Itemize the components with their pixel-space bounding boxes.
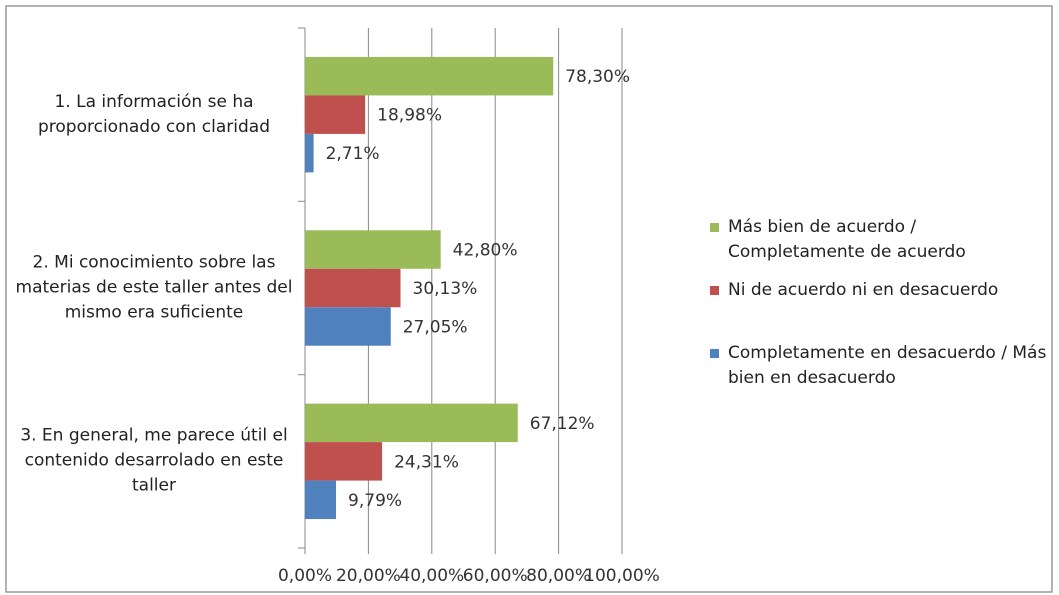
legend-swatch xyxy=(710,286,719,295)
bar xyxy=(305,133,314,173)
frame xyxy=(5,5,1053,593)
value-label: 2,71% xyxy=(326,144,380,164)
category-label: 1. La información se ha proporcionado co… xyxy=(38,91,270,137)
value-label: 67,12% xyxy=(530,414,595,434)
value-label: 30,13% xyxy=(413,279,478,299)
x-tick-label: 80,00% xyxy=(526,566,591,586)
x-tick-label: 100,00% xyxy=(584,566,660,586)
bar xyxy=(305,56,554,96)
bar xyxy=(305,480,337,520)
category-label: 3. En general, me parece útil el conteni… xyxy=(20,425,288,496)
x-tick-label: 0,00% xyxy=(278,566,332,586)
bar xyxy=(305,403,518,443)
value-label: 42,80% xyxy=(453,241,518,261)
x-tick-label: 60,00% xyxy=(463,566,528,586)
legend-label: Ni de acuerdo ni en desacuerdo xyxy=(728,280,999,300)
value-label: 24,31% xyxy=(394,452,459,472)
x-tick-label: 20,00% xyxy=(336,566,401,586)
x-tick-label: 40,00% xyxy=(399,566,464,586)
legend-label: Más bien de acuerdo / Completamente de a… xyxy=(728,217,966,262)
legend-swatch xyxy=(710,349,719,358)
category-label: 2. Mi conocimiento sobre las materias de… xyxy=(15,252,293,323)
bar xyxy=(305,307,391,346)
bar xyxy=(305,268,401,308)
bar xyxy=(305,442,383,481)
value-label: 27,05% xyxy=(403,317,468,337)
value-label: 9,79% xyxy=(348,491,402,511)
legend-swatch xyxy=(710,223,719,232)
bar xyxy=(305,95,366,134)
value-label: 18,98% xyxy=(377,106,442,126)
legend-label: Completamente en desacuerdo / Más bien e… xyxy=(728,343,1047,388)
value-label: 78,30% xyxy=(565,67,630,87)
bar xyxy=(305,230,441,269)
